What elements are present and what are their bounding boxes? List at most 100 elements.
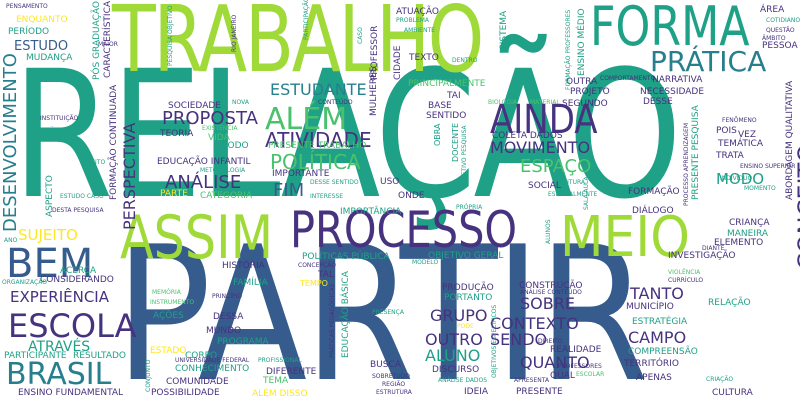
word-sistema: SISTEMA [499,10,509,50]
word-educacao-basica: EDUCAÇÃO BÁSICA [341,271,351,358]
word-objetivo-geral: OBJETIVO GERAL [428,251,504,261]
word-conjunto: CONJUNTO [145,359,152,392]
word-principalmente: PRINCIPALMENTE [408,79,486,89]
word-texto: TEXTO [409,53,439,63]
word-estudo: ESTUDO [14,39,69,54]
word-crianca: CRIANÇA [729,218,770,228]
word-social: SOCIAL [528,181,561,191]
word-interesse: INTERESSE [310,193,344,200]
word-curriculo: CURRÍCULO [668,277,704,284]
word-caracteristica: CARACTERÍSTICA [103,0,113,78]
word-brasil: BRASIL [6,357,112,392]
word-estrutura: ESTRUTURA [376,389,412,396]
word-alunos: ALUNOS [545,219,552,244]
word-presente-trabalho: PRESENTE TRABALHO [268,141,367,151]
word-desse-sentido: DESSE SENTIDO [310,179,359,186]
word-instrumento: INSTRUMENTO [150,299,195,306]
word-municipio: MUNICÍPIO [626,302,674,312]
word-mundo: MUNDO [206,326,242,336]
word-desse: DESSE [643,97,673,107]
word-profissional: PROFISSIONAL [258,357,302,364]
word-movimento: MOVIMENTO [490,138,591,157]
word-busca: BUSCA [370,360,401,370]
word-importante: IMPORTANTE [272,169,330,179]
word-atraves: ATRAVÉS [28,339,91,355]
word-considerando: CONSIDERANDO [40,275,114,285]
word-sentido: SENTIDO [426,111,467,121]
word-pessoa: PESSOA [762,41,798,51]
word-ainda: AINDA [490,97,598,143]
word-tal: TAL [318,270,334,280]
word-objetivo-pesquisa: OBJETIVO PESQUISA [461,125,468,186]
word-especialmente: ESPECIALMENTE [548,191,598,198]
word-vida: VIDA [208,133,230,143]
word-analise: ANÁLISE [165,172,242,193]
word-forma: FORMA [590,0,750,58]
word-desta-pesquisa: DESTA PESQUISA [52,207,104,214]
word-rio-janeiro: RIO JANEIRO [231,14,238,52]
word-nova: NOVA [232,99,249,106]
word-instituicao: INSTITUIÇÃO [40,115,79,122]
word-politica: POLÍTICA [270,150,361,174]
word-meio: MEIO [560,205,690,270]
word-sobretudo: SOBRETUDO [372,373,411,380]
word-bem: BEM [6,241,94,287]
word-uso: USO [380,177,400,187]
word-pensamento: PENSAMENTO [6,3,48,10]
word-acerca: ACERCA [60,266,97,276]
word-proprio: PRÓPRIO [42,127,69,134]
word-participacao: PARTICIPAÇÃO [303,0,310,40]
word-experiencia: EXPERIÊNCIA [10,288,109,306]
word-atividade: ATIVIDADE [265,128,372,152]
word-formacao-professores: FORMAÇÃO PROFESSORES [565,9,572,90]
word-violencia: VIOLÊNCIA [668,269,701,276]
word-tempo: TEMPO [300,279,328,288]
word-propria: PRÓPRIA [456,204,483,211]
word-cultura: CULTURA [712,388,753,398]
word-material: MATERIAL [530,99,560,106]
word-modelo: MODELO [412,259,439,266]
word-onde: ONDE [398,191,425,201]
word-base: BASE [428,101,452,111]
word-processo-aprendizagem: PROCESSO APRENDIZAGEM [683,122,690,206]
word-pratica: PRÁTICA [650,45,767,78]
word-narrativa: NARRATIVA [652,75,703,85]
word-estudo-caso: ESTUDO CASO [60,193,104,200]
word-cidade: CIDADE [393,45,403,80]
word-conteudo: CONTEÚDO [318,99,353,106]
word-acoes: AÇÕES [153,311,184,321]
word-historia: HISTÓRIA [222,261,265,271]
word-trabalho: TRABALHO [112,0,484,93]
word-discurso: DISCURSO [432,365,480,375]
word-mulheres: MULHERES [369,66,379,116]
word-producao: PRODUÇÃO [442,283,494,293]
word-modo: MODO [716,170,765,188]
word-presenca: PRESENÇA [372,309,404,316]
word-estado: ESTADO [150,346,187,356]
word-realidade: REALIDADE [550,345,602,355]
word-relacao-small: RELAÇÃO [708,298,751,308]
word-grupo: GRUPO [430,306,488,325]
word-presente: PRESENTE [516,387,563,397]
word-alem: ALÉM [265,102,348,137]
word-relacao: RELAÇÃO [12,33,682,238]
word-teoria: TEORIA [160,129,194,139]
word-abordagem-qualitativa: ABORDAGEM QUALITATIVA [785,80,795,200]
word-momento: MOMENTO [744,185,776,192]
word-necessidade: NECESSIDADE [640,87,705,97]
word-programa: PROGRAMA [217,337,269,347]
word-campo: CAMPO [628,328,687,347]
word-apresenta: APRESENTA [514,377,550,384]
word-ambito: ÂMBITO [762,35,786,42]
word-construcao: CONSTRUÇÃO [519,281,583,291]
word-participante: PARTICIPANTE [4,351,67,361]
word-organizacao: ORGANIZAÇÃO [2,279,47,286]
word-segundo: SEGUNDO [562,99,608,109]
word-maneira: MANEIRA [727,229,769,239]
word-elemento: ELEMENTO [714,238,764,248]
word-contexto: CONTEXTO [490,314,579,333]
word-estrategia: ESTRATÉGIA [632,317,688,327]
word-docente: DOCENTE [451,122,460,162]
word-problema: PROBLEMA [396,17,430,24]
word-investigacao: INVESTIGAÇÃO [668,251,736,261]
